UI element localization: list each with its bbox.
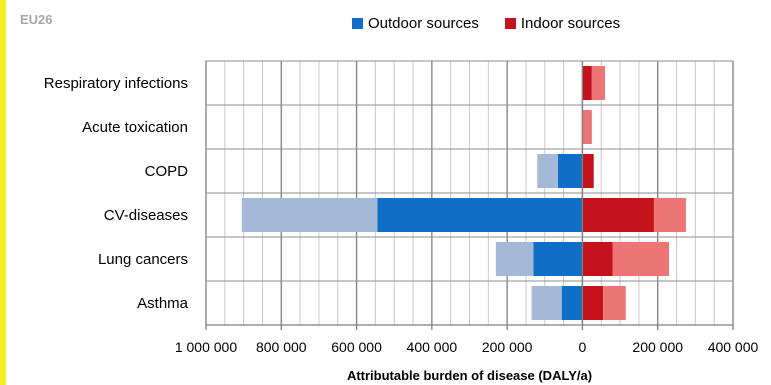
- category-label: Acute toxication: [82, 119, 188, 136]
- bar-indoor-secondary: [591, 66, 606, 100]
- legend-label-indoor: Indoor sources: [520, 14, 621, 32]
- bar-outdoor-secondary: [495, 242, 534, 276]
- bar-outdoor-primary: [533, 242, 583, 276]
- x-tick-label: 1 000 000: [175, 339, 237, 355]
- x-tick-label: 200 000: [632, 339, 683, 355]
- legend-swatch-outdoor: [352, 17, 363, 29]
- bar-outdoor-primary: [557, 154, 583, 188]
- bar-indoor-secondary: [653, 198, 686, 232]
- bar-outdoor-secondary: [537, 154, 558, 188]
- bar-indoor-primary: [582, 198, 654, 232]
- legend-item-outdoor: Outdoor sources: [352, 15, 479, 32]
- bar-indoor-secondary: [603, 286, 626, 320]
- x-tick-label: 400 000: [407, 339, 458, 355]
- x-tick-label: 400 000: [708, 339, 759, 355]
- x-tick-label: 800 000: [256, 339, 307, 355]
- category-label: CV-diseases: [104, 207, 188, 224]
- bar-outdoor-secondary: [531, 286, 562, 320]
- bar-indoor-primary: [582, 286, 604, 320]
- bar-indoor-secondary: [582, 110, 592, 144]
- yellow-accent-bar: [0, 0, 6, 385]
- x-tick-label: 0: [579, 339, 587, 355]
- category-label: COPD: [145, 163, 189, 180]
- category-label: Respiratory infections: [44, 75, 188, 92]
- x-axis-title: Attributable burden of disease (DALY/a): [347, 368, 592, 383]
- legend-item-indoor: Indoor sources: [504, 14, 621, 32]
- legend-swatch-indoor: [504, 17, 516, 29]
- x-tick-label: 200 000: [482, 339, 533, 355]
- x-tick-label: 600 000: [331, 339, 382, 355]
- bar-outdoor-primary: [377, 198, 583, 232]
- category-label: Asthma: [137, 295, 189, 312]
- bar-indoor-secondary: [612, 242, 670, 276]
- legend-label-outdoor: Outdoor sources: [368, 14, 479, 32]
- bar-indoor-primary: [582, 154, 594, 188]
- bar-indoor-primary: [582, 242, 613, 276]
- chart-legend: Outdoor sources Indoor sources: [352, 13, 646, 33]
- category-label: Lung cancers: [98, 251, 188, 268]
- bar-outdoor-primary: [561, 286, 583, 320]
- bar-outdoor-secondary: [241, 198, 378, 232]
- bar-indoor-primary: [582, 66, 592, 100]
- panel-label: EU26: [20, 12, 53, 27]
